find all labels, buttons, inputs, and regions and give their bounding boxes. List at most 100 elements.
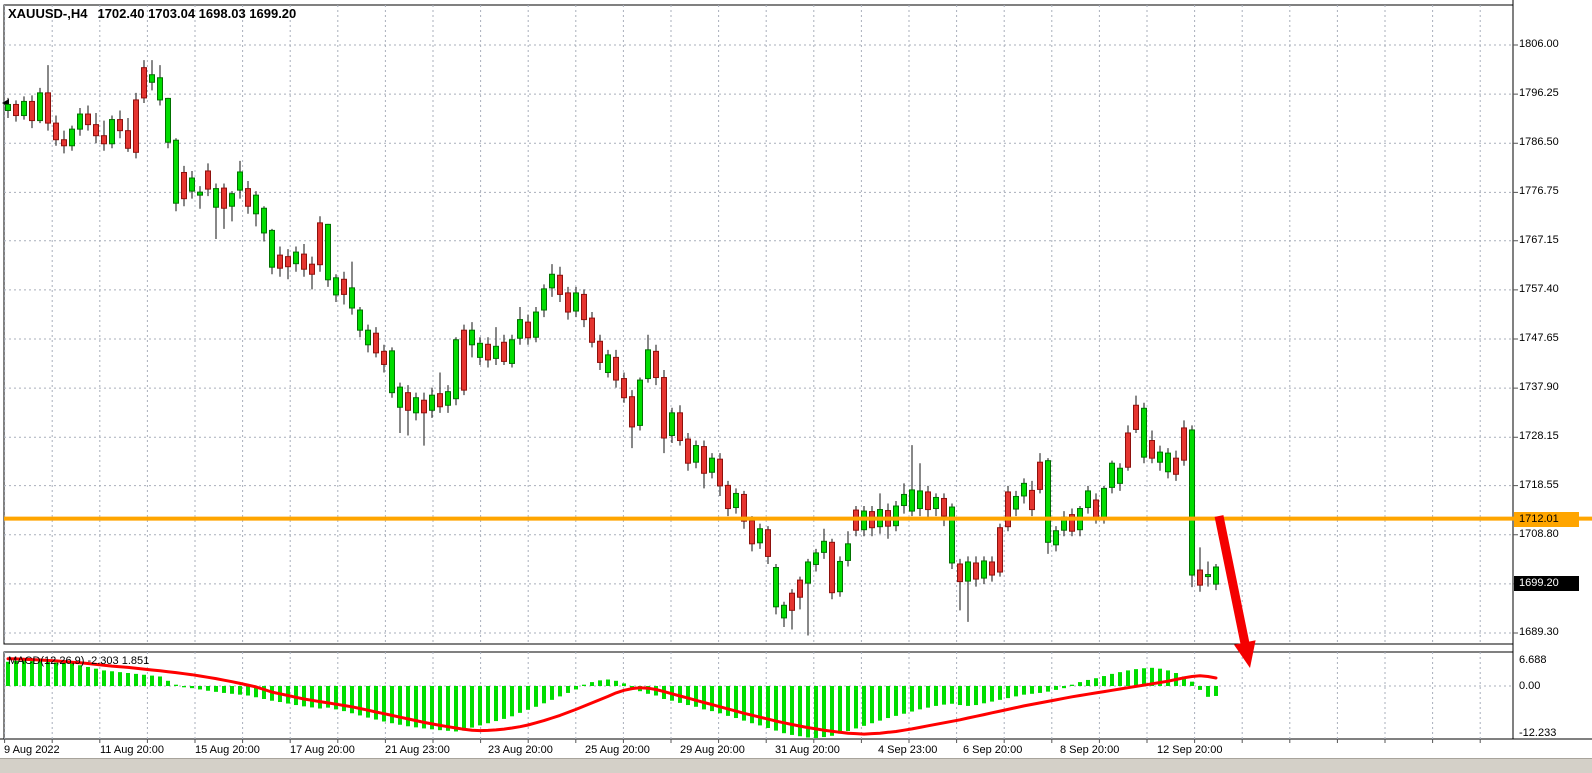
candle-body <box>69 128 75 147</box>
macd-histogram-bar <box>814 686 818 738</box>
candle-body <box>197 191 203 196</box>
candle-body <box>1013 495 1019 510</box>
candle-body <box>1005 491 1011 528</box>
macd-histogram-bar <box>14 660 18 686</box>
candle-body <box>45 92 51 124</box>
macd-histogram-bar <box>366 686 370 718</box>
candle-body <box>413 397 419 414</box>
macd-histogram-bar <box>1022 686 1026 695</box>
candle-body <box>701 446 707 474</box>
candle-body <box>941 497 947 517</box>
macd-histogram-bar <box>246 686 250 696</box>
main-pane[interactable] <box>3 4 1514 645</box>
candle-body <box>725 484 731 510</box>
time-tick-label: 31 Aug 20:00 <box>775 744 840 756</box>
candle-body <box>1093 499 1099 520</box>
candle-body <box>341 278 347 295</box>
candle-body <box>661 377 667 439</box>
price-tick-label: 1806.00 <box>1519 38 1559 50</box>
macd-histogram-bar <box>750 686 754 724</box>
candle-body <box>221 187 227 209</box>
macd-histogram-bar <box>534 686 538 707</box>
candle-body <box>925 491 931 511</box>
candle-body <box>157 77 163 101</box>
macd-histogram-bar <box>406 686 410 727</box>
macd-histogram-bar <box>1070 684 1074 686</box>
candle-body <box>1053 530 1059 546</box>
macd-histogram-bar <box>46 661 50 686</box>
macd-histogram-bar <box>1062 686 1066 689</box>
candle-body <box>677 412 683 442</box>
trend-arrow-shaft[interactable] <box>1214 515 1251 650</box>
macd-histogram-bar <box>686 686 690 706</box>
candle-body <box>541 288 547 311</box>
macd-histogram-bar <box>934 686 938 706</box>
macd-histogram-bar <box>886 686 890 719</box>
macd-histogram-bar <box>1102 676 1106 686</box>
candle-body <box>405 392 411 411</box>
candle-body <box>797 579 803 598</box>
macd-histogram-bar <box>526 686 530 710</box>
macd-histogram-bar <box>326 686 330 708</box>
macd-histogram-bar <box>966 686 970 706</box>
candle-body <box>381 350 387 365</box>
candle-body <box>309 263 315 275</box>
candle-body <box>1021 482 1027 497</box>
macd-histogram-bar <box>486 686 490 724</box>
time-tick-label: 6 Sep 20:00 <box>963 744 1023 756</box>
macd-histogram-bar <box>798 686 802 737</box>
candle-body <box>669 412 675 436</box>
macd-histogram-bar <box>358 686 362 716</box>
candle-body <box>461 329 467 391</box>
macd-histogram-bar <box>614 680 618 686</box>
macd-histogram-bar <box>1110 673 1114 686</box>
time-tick-label: 29 Aug 20:00 <box>680 744 745 756</box>
macd-histogram-bar <box>422 686 426 729</box>
price-tick-label: 1708.80 <box>1519 527 1559 540</box>
candle-body <box>1149 440 1155 459</box>
macd-histogram-bar <box>78 665 82 686</box>
price-tick-label: 1728.15 <box>1519 430 1559 443</box>
candle-body <box>245 188 251 207</box>
price-tick-label: 1796.25 <box>1519 87 1559 100</box>
macd-histogram-bar <box>494 686 498 722</box>
candle-body <box>189 177 195 192</box>
candle-body <box>1157 451 1163 463</box>
candle-body <box>261 207 267 234</box>
candle-body <box>997 527 1003 573</box>
candle-body <box>693 445 699 463</box>
price-tick-label: 1689.30 <box>1519 626 1559 638</box>
macd-histogram-bar <box>590 682 594 686</box>
candle-body <box>629 396 635 428</box>
macd-tick-label: 6.688 <box>1519 654 1547 666</box>
time-tick-label: 12 Sep 20:00 <box>1157 744 1223 756</box>
candle-body <box>901 493 907 507</box>
macd-histogram-bar <box>1166 670 1170 686</box>
macd-histogram-bar <box>774 686 778 731</box>
macd-histogram-bar <box>182 686 186 688</box>
candle-body <box>133 99 139 153</box>
candle-body <box>301 253 307 270</box>
macd-indicator-label: MACD(12,26,9) -2.303 1.851 <box>8 655 150 667</box>
macd-histogram-bar <box>1206 686 1210 697</box>
macd-histogram-bar <box>758 686 762 726</box>
candle-body <box>957 563 963 583</box>
macd-histogram-bar <box>198 686 202 690</box>
candle-body <box>277 254 283 269</box>
candle-body <box>237 171 243 191</box>
candle-body <box>373 332 379 354</box>
candle-body <box>269 229 275 268</box>
macd-histogram-bar <box>806 686 810 738</box>
candle-body <box>293 251 299 265</box>
candle-body <box>709 457 715 473</box>
candle-body <box>93 124 99 137</box>
macd-histogram-bar <box>1190 681 1194 686</box>
trend-arrow-head-icon <box>1234 640 1256 668</box>
candle-body <box>837 560 843 593</box>
candle-body <box>1213 566 1219 585</box>
price-tick-label: 1767.15 <box>1519 233 1559 246</box>
candle-body <box>349 287 355 309</box>
macd-histogram-bar <box>414 686 418 728</box>
candle-body <box>909 489 915 512</box>
